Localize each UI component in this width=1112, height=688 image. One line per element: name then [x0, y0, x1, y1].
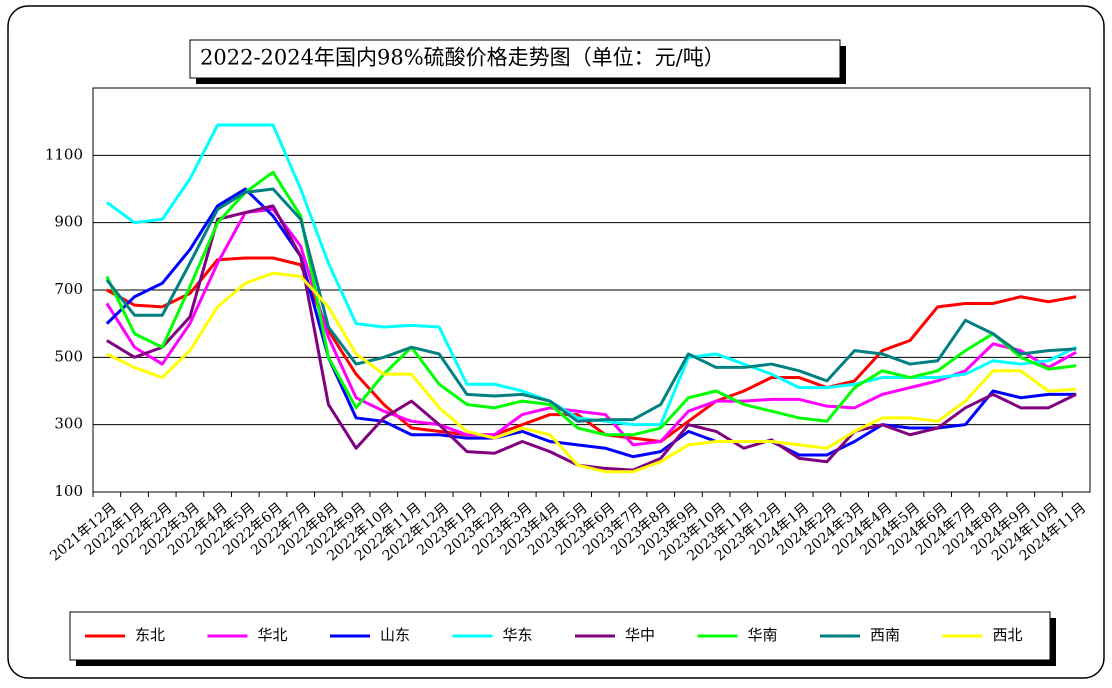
chart-title: 2022-2024年国内98%硫酸价格走势图（单位：元/吨） [200, 46, 725, 70]
legend-label: 西南 [870, 626, 900, 644]
y-tick-label: 300 [54, 415, 83, 433]
y-tick-label: 700 [54, 280, 83, 298]
legend-label: 东北 [135, 626, 165, 644]
legend-label: 华南 [748, 626, 778, 644]
legend-label: 西北 [993, 626, 1023, 644]
line-series [106, 204, 1077, 472]
legend-label: 华东 [503, 626, 533, 644]
y-tick-label: 900 [54, 213, 83, 231]
legend-label: 华北 [258, 626, 288, 644]
y-tick-label: 100 [54, 482, 83, 500]
title-box [189, 39, 841, 79]
legend-label: 山东 [380, 626, 410, 644]
legend-label: 华中 [625, 626, 655, 644]
line-series [105, 187, 1077, 459]
y-tick-label: 500 [54, 347, 83, 365]
y-tick-label: 1100 [45, 145, 83, 163]
line-series [106, 271, 1077, 474]
line-series [105, 187, 1077, 423]
line-series [106, 256, 1077, 443]
line-series [105, 170, 1077, 437]
